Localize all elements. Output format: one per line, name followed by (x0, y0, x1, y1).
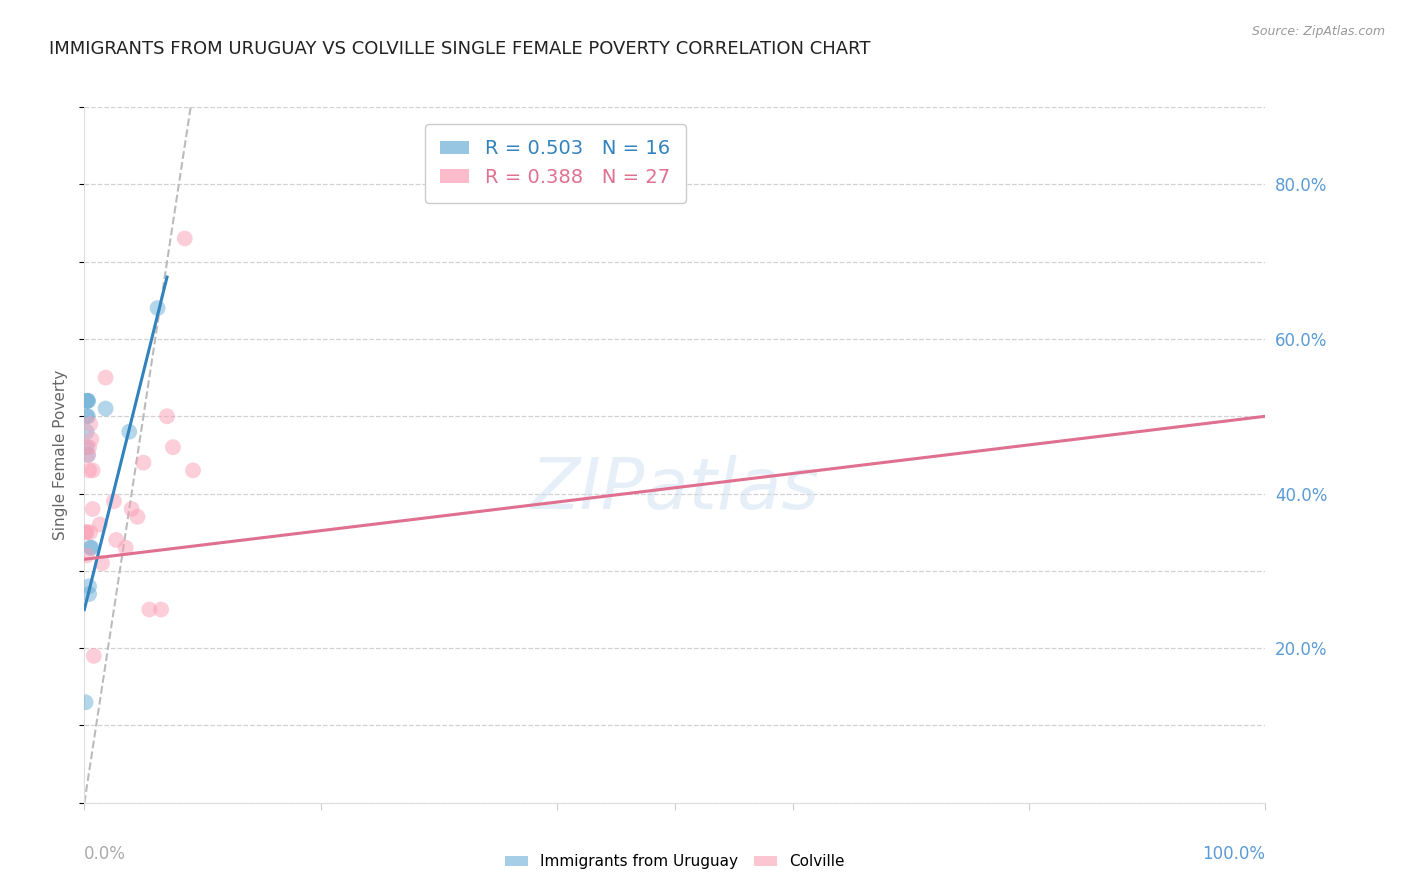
Point (132, 456, 155, 470)
Point (77, 393, 100, 408)
Point (76, 393, 98, 408)
Point (127, 509, 149, 524)
Point (79, 541, 101, 555)
Text: 100.0%: 100.0% (1202, 845, 1265, 863)
Point (181, 463, 204, 477)
Text: Source: ZipAtlas.com: Source: ZipAtlas.com (1251, 25, 1385, 38)
Point (76, 549, 98, 563)
Point (118, 425, 141, 439)
Point (83, 648, 105, 663)
Point (77, 440, 100, 454)
Point (77, 579, 100, 593)
Point (82, 463, 104, 477)
Point (77, 393, 100, 408)
Point (121, 502, 143, 516)
Text: 0.0%: 0.0% (84, 845, 127, 863)
Y-axis label: Single Female Poverty: Single Female Poverty (53, 370, 69, 540)
Point (82, 502, 104, 516)
Point (76, 409, 98, 424)
Point (77, 463, 100, 477)
Point (75, 525, 97, 540)
Point (79, 417, 101, 431)
Point (162, 440, 184, 454)
Point (76, 440, 98, 454)
Point (76, 525, 98, 540)
Point (91, 556, 114, 570)
Point (150, 602, 173, 616)
Point (94, 401, 117, 416)
Point (156, 409, 179, 424)
Point (103, 494, 125, 508)
Point (89, 517, 111, 532)
Text: IMMIGRANTS FROM URUGUAY VS COLVILLE SINGLE FEMALE POVERTY CORRELATION CHART: IMMIGRANTS FROM URUGUAY VS COLVILLE SING… (49, 40, 870, 58)
Point (173, 231, 195, 245)
Legend: R = 0.503   N = 16, R = 0.388   N = 27: R = 0.503 N = 16, R = 0.388 N = 27 (425, 124, 686, 202)
Point (79, 525, 101, 540)
Point (80, 541, 103, 555)
Point (77, 448, 100, 462)
Point (75, 695, 97, 709)
Point (138, 602, 160, 616)
Point (77, 587, 100, 601)
Point (76, 425, 98, 439)
Point (94, 370, 117, 384)
Point (77, 448, 100, 462)
Point (105, 533, 128, 547)
Point (114, 541, 136, 555)
Point (146, 301, 169, 315)
Legend: Immigrants from Uruguay, Colville: Immigrants from Uruguay, Colville (499, 848, 851, 875)
Text: ZIPatlas: ZIPatlas (530, 455, 820, 524)
Point (80, 433, 103, 447)
Point (77, 409, 100, 424)
